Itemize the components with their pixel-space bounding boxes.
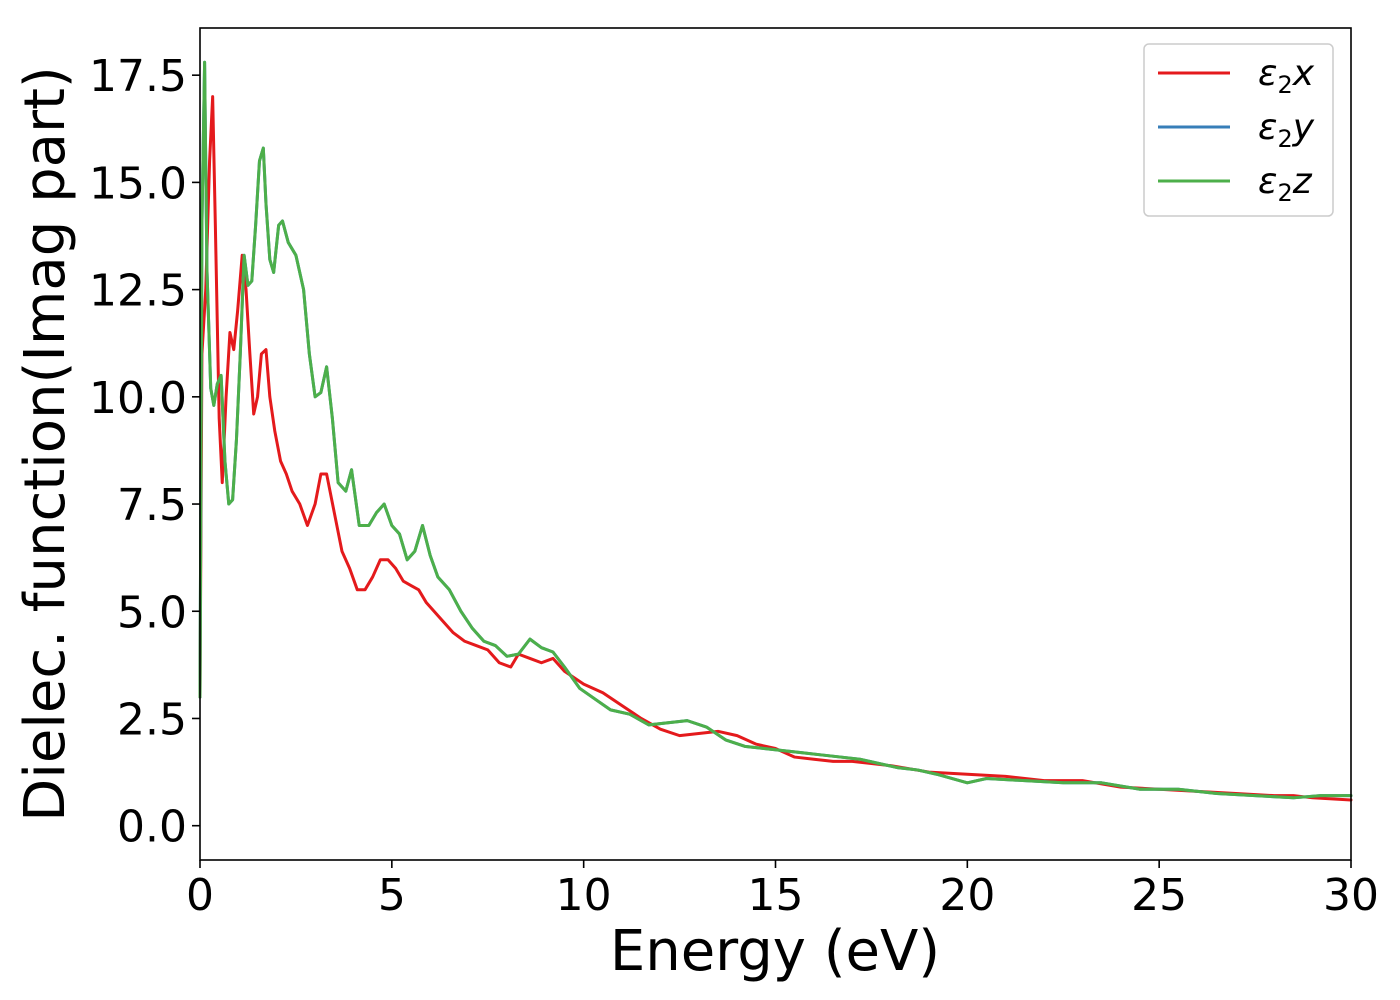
y-tick-label: 2.5	[117, 694, 187, 745]
x-axis-title: Energy (eV)	[610, 919, 940, 984]
series-line-z	[198, 60, 1353, 800]
x-tick-label: 25	[1131, 870, 1187, 921]
legend-frame	[1143, 43, 1334, 217]
x-tick-label: 0	[186, 870, 214, 921]
legend-label-x: ε2x	[1258, 53, 1315, 99]
y-tick-label: 0.0	[117, 802, 187, 853]
y-axis-title: Dielec. function(Imag part)	[13, 66, 78, 822]
series-line-x	[198, 95, 1353, 802]
legend-label-z: ε2z	[1258, 161, 1313, 207]
legend-label-y: ε2y	[1258, 107, 1315, 153]
y-axis-ticks: 0.0 2.5 5.0 7.5 10.0 12.5 15.0 17.5	[89, 51, 200, 853]
x-tick-label: 15	[748, 870, 804, 921]
x-axis-ticks: 0 5 10 15 20 25 30	[186, 860, 1379, 921]
y-tick-label: 5.0	[117, 587, 187, 638]
y-tick-label: 7.5	[117, 480, 187, 531]
series-layer	[198, 60, 1353, 802]
legend: ε2x ε2y ε2z	[1143, 43, 1334, 217]
x-tick-label: 10	[556, 870, 612, 921]
y-tick-label: 10.0	[89, 373, 187, 424]
x-tick-label: 20	[939, 870, 995, 921]
y-tick-label: 12.5	[89, 266, 187, 317]
y-tick-label: 15.0	[89, 158, 187, 209]
y-tick-label: 17.5	[89, 51, 187, 102]
x-tick-label: 30	[1323, 870, 1379, 921]
x-tick-label: 5	[378, 870, 406, 921]
